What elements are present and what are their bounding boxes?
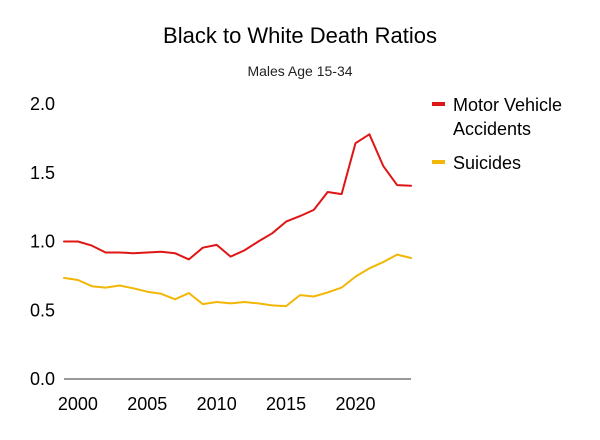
x-tick-label: 2015: [266, 394, 306, 414]
y-axis-ticks: 0.0 0.5 1.0 1.5 2.0: [30, 94, 55, 389]
legend-label-motor-vehicle-accidents: Motor Vehicle: [453, 95, 562, 115]
legend-swatch-motor-vehicle-accidents: [432, 102, 445, 106]
chart-title: Black to White Death Ratios: [163, 23, 437, 48]
legend-label-suicides: Suicides: [453, 153, 521, 173]
legend: Motor Vehicle Accidents Suicides: [432, 95, 562, 173]
y-tick-label: 0.0: [30, 369, 55, 389]
x-tick-label: 2005: [127, 394, 167, 414]
y-tick-label: 2.0: [30, 94, 55, 114]
y-tick-label: 0.5: [30, 300, 55, 320]
y-tick-label: 1.5: [30, 163, 55, 183]
x-axis-ticks: 2000 2005 2010 2015 2020: [58, 394, 376, 414]
legend-swatch-suicides: [432, 160, 445, 164]
x-tick-label: 2010: [197, 394, 237, 414]
series-line-suicides: [63, 253, 412, 308]
series-line-motor-vehicle-accidents: [63, 133, 412, 261]
chart-subtitle: Males Age 15-34: [247, 63, 352, 79]
legend-label-motor-vehicle-accidents: Accidents: [453, 119, 531, 139]
series-lines: [63, 133, 412, 308]
x-tick-label: 2020: [335, 394, 375, 414]
x-tick-label: 2000: [58, 394, 98, 414]
y-tick-label: 1.0: [30, 232, 55, 252]
